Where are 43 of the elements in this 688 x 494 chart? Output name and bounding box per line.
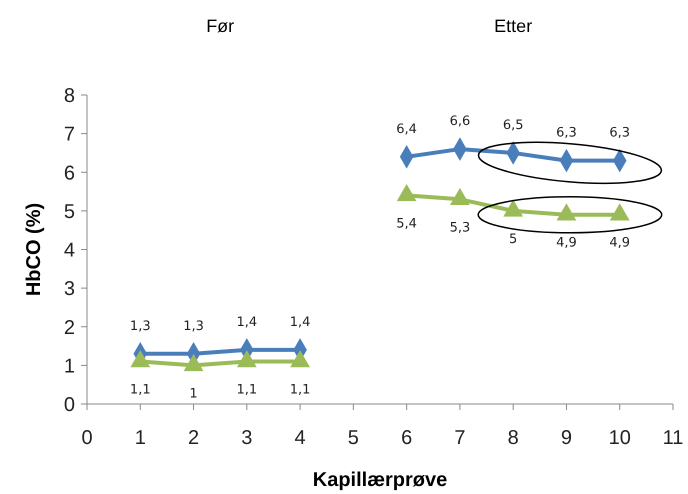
y-axis-title: HbCO (%) xyxy=(23,202,45,296)
data-label: 6,5 xyxy=(502,118,524,133)
data-label: 5,3 xyxy=(450,220,470,236)
x-axis-title: Kapillærprøve xyxy=(312,469,448,491)
data-label: 1 xyxy=(189,386,198,402)
data-label: 1,4 xyxy=(290,314,310,330)
data-label: 1,4 xyxy=(236,314,258,330)
y-tick-label: 3 xyxy=(64,278,75,300)
x-tick-label: 9 xyxy=(560,427,572,449)
x-tick-label: 8 xyxy=(508,427,519,449)
data-label: 1,3 xyxy=(183,318,204,334)
data-label: 4,9 xyxy=(556,236,577,251)
x-tick-label: 6 xyxy=(401,427,412,449)
data-label: 6,4 xyxy=(396,122,417,137)
x-tick-label: 3 xyxy=(241,427,252,449)
y-tick-label: 2 xyxy=(64,316,75,339)
data-label: 1,1 xyxy=(236,382,258,398)
x-tick-label: 2 xyxy=(188,427,200,449)
y-tick-label: 4 xyxy=(64,240,75,262)
data-label: 1,1 xyxy=(290,382,310,398)
y-tick-label: 0 xyxy=(64,394,75,416)
x-tick-label: 10 xyxy=(608,427,631,449)
data-label: 6,3 xyxy=(556,126,577,141)
text: Etter xyxy=(494,16,532,36)
x-tick-label: 0 xyxy=(81,427,93,449)
data-label: 6,6 xyxy=(450,114,470,130)
x-tick-label: 5 xyxy=(348,427,359,449)
text: Før xyxy=(206,16,234,36)
data-label: 4,9 xyxy=(609,236,630,251)
data-label: 1,3 xyxy=(130,318,151,334)
y-tick-label: 1 xyxy=(64,355,75,378)
y-tick-label: 8 xyxy=(64,85,75,107)
x-tick-label: 1 xyxy=(134,427,146,449)
data-label: 1,1 xyxy=(130,382,151,398)
data-label: 5,4 xyxy=(396,216,417,232)
y-tick-label: 5 xyxy=(64,200,75,223)
y-tick-label: 6 xyxy=(64,162,75,184)
data-label: 6,3 xyxy=(609,126,630,141)
x-tick-label: 7 xyxy=(454,427,466,449)
y-tick-label: 7 xyxy=(64,124,75,146)
x-tick-label: 4 xyxy=(294,427,306,449)
data-label: 5 xyxy=(509,232,518,247)
x-tick-label: 11 xyxy=(662,427,684,449)
